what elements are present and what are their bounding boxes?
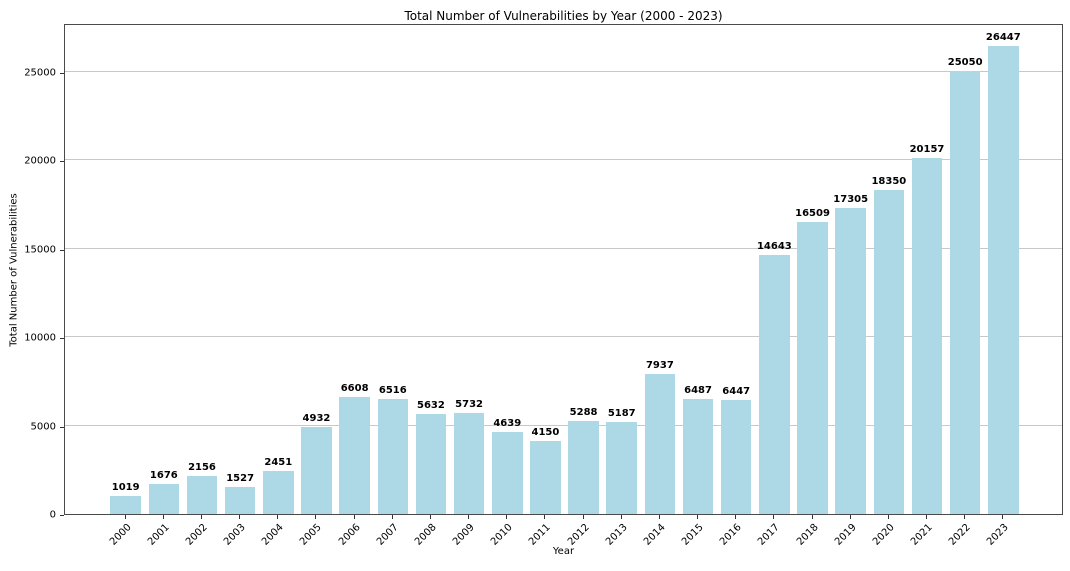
bar-value-label-2002: 2156 (188, 461, 216, 473)
bar-2011 (530, 440, 561, 514)
xtick-mark-2010 (506, 515, 508, 519)
bar-value-label-2005: 4932 (302, 412, 331, 424)
bar-value-label-2001: 1676 (149, 470, 178, 482)
xtick-mark-2021 (926, 515, 927, 519)
xtick-mark-2008 (429, 515, 431, 519)
xtick-mark-2009 (468, 515, 470, 519)
bar-2006 (339, 397, 370, 514)
bar-value-label-2003: 1527 (226, 473, 255, 485)
xtick-mark-2014 (658, 515, 660, 519)
bar-value-label-2018: 16509 (795, 208, 830, 220)
bar-value-label-2010: 4639 (493, 417, 522, 429)
gridline-y-15000 (65, 247, 1062, 249)
bar-2020 (873, 189, 905, 514)
xtick-mark-2004 (277, 515, 279, 519)
bar-value-label-2013: 5187 (607, 408, 636, 420)
ytick-label-0: 0 (49, 509, 56, 521)
bar-2010 (491, 431, 523, 514)
gridline-y-10000 (65, 336, 1062, 338)
bar-value-label-2016: 6447 (722, 386, 751, 398)
bar-value-label-2014: 7937 (645, 359, 674, 371)
xtick-mark-2012 (582, 515, 584, 519)
xtick-mark-2005 (315, 515, 317, 519)
ytick-mark-25000 (60, 72, 64, 74)
xtick-mark-2020 (887, 515, 889, 519)
bar-value-label-2011: 4150 (531, 426, 560, 438)
bar-2005 (301, 426, 332, 514)
gridline-y-5000 (65, 424, 1062, 426)
bar-value-label-2019: 17305 (833, 194, 869, 206)
xtick-mark-2019 (849, 515, 851, 519)
x-axis-label: Year (552, 546, 575, 557)
xtick-mark-2017 (773, 515, 775, 519)
xtick-mark-2015 (697, 515, 699, 519)
ytick-mark-5000 (60, 426, 64, 428)
bar-2017 (759, 255, 790, 514)
ytick-label-20000: 20000 (24, 155, 56, 167)
ytick-mark-0 (60, 515, 64, 516)
bar-value-label-2015: 6487 (684, 385, 712, 397)
bar-value-label-2017: 14643 (756, 241, 792, 253)
bar-2022 (949, 71, 981, 514)
bar-2000 (110, 495, 141, 514)
xtick-mark-2007 (391, 515, 393, 519)
xtick-mark-2022 (964, 515, 966, 519)
bar-value-label-2004: 2451 (264, 456, 293, 468)
bar-2002 (186, 475, 218, 514)
xtick-mark-2011 (544, 515, 546, 519)
ytick-label-5000: 5000 (30, 421, 56, 433)
bar-value-label-2023: 26447 (985, 32, 1021, 44)
bar-2016 (720, 400, 752, 514)
bar-2023 (988, 46, 1019, 514)
bar-2014 (644, 373, 676, 514)
chart-title: Total Number of Vulnerabilities by Year … (404, 9, 723, 23)
bar-2019 (835, 208, 866, 514)
bar-2008 (415, 414, 447, 514)
bar-2001 (148, 484, 180, 514)
bar-value-label-2022: 25050 (947, 57, 983, 69)
bar-2015 (682, 399, 714, 514)
bar-value-label-2007: 6516 (378, 384, 407, 396)
ytick-mark-20000 (60, 161, 64, 163)
xtick-mark-2002 (200, 515, 202, 519)
xtick-mark-2003 (239, 515, 241, 519)
xtick-mark-2006 (353, 515, 355, 519)
bar-value-label-2020: 18350 (871, 175, 907, 187)
bar-2021 (911, 157, 943, 514)
bar-2018 (797, 222, 828, 514)
gridline-y-25000 (65, 70, 1062, 72)
bar-value-label-2012: 5288 (569, 406, 598, 418)
bar-value-label-2021: 20157 (909, 143, 945, 155)
bar-value-label-2000: 1019 (111, 481, 140, 493)
ytick-mark-15000 (60, 249, 64, 251)
xtick-mark-2013 (620, 515, 622, 519)
bar-value-label-2008: 5632 (417, 400, 445, 412)
y-axis-label: Total Number of Vulnerabilities (8, 193, 20, 347)
ytick-label-25000: 25000 (24, 67, 56, 79)
ytick-label-10000: 10000 (24, 332, 56, 344)
bar-2004 (263, 470, 294, 514)
xtick-mark-2023 (1002, 515, 1004, 519)
xtick-mark-2016 (735, 515, 737, 519)
xtick-mark-2000 (124, 515, 126, 519)
ytick-mark-10000 (60, 338, 64, 340)
plot-area: 1019 1676 2156 1527 2451 4932 6608 6516 5632 5732… (64, 24, 1063, 515)
xtick-mark-2001 (162, 515, 164, 519)
bar-2009 (453, 412, 485, 514)
xtick-mark-2018 (811, 515, 813, 519)
bar-value-label-2006: 6608 (340, 383, 369, 395)
bar-2012 (568, 420, 599, 514)
ytick-label-15000: 15000 (24, 244, 56, 256)
bar-2003 (224, 487, 256, 514)
bar-2007 (377, 398, 409, 514)
bar-value-label-2009: 5732 (455, 398, 484, 410)
gridline-y-20000 (65, 159, 1062, 161)
bar-2013 (606, 422, 637, 514)
